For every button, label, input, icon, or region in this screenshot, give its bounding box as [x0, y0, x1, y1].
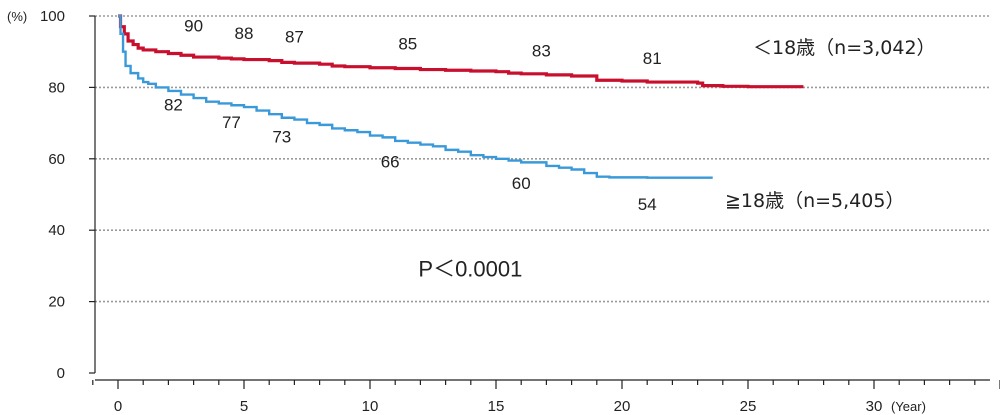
x-tick-label: 15: [488, 398, 505, 415]
y-tick-label: 60: [48, 151, 65, 168]
data-label: 60: [512, 174, 531, 193]
x-tick-label: 20: [614, 398, 631, 415]
x-tick-label: 0: [114, 398, 122, 415]
series-lines: [118, 14, 804, 179]
data-label: 83: [532, 42, 551, 61]
grid-lines: [95, 15, 990, 303]
legend-label-under-18: ＜18歳（n=3,042）: [753, 37, 936, 59]
data-label: 88: [235, 24, 254, 43]
legend-label-over-18: ≧18歳（n=5,405）: [725, 190, 904, 212]
data-label: 66: [381, 152, 400, 171]
data-label: 81: [643, 49, 662, 68]
data-label: 90: [184, 17, 203, 36]
x-tick-label: 10: [362, 398, 379, 415]
axes: 0 20 40 60 80 100 (%) 0 5 10 15 20 25 30 (Year): [7, 8, 1000, 415]
data-label: 85: [398, 35, 417, 54]
data-labels: 90 88 87 85 83 81 82 77 73 66 60 54: [164, 17, 662, 215]
y-unit-label: (%): [7, 9, 27, 24]
legend: ＜18歳（n=3,042） ≧18歳（n=5,405）: [725, 37, 936, 212]
p-value-annotation: P＜0.0001: [418, 256, 522, 281]
x-tick-label: 5: [240, 398, 248, 415]
x-tick-label: 25: [740, 398, 757, 415]
y-tick-label: 80: [48, 79, 65, 96]
series-line-under-18: [118, 14, 804, 89]
data-label: 73: [272, 127, 291, 146]
series-line-over-18: [118, 14, 713, 179]
data-label: 87: [285, 27, 304, 46]
x-unit-label: (Year): [891, 399, 926, 414]
x-tick-label: 30: [866, 398, 883, 415]
data-label: 54: [638, 195, 657, 214]
y-tick-label: 0: [57, 365, 65, 382]
y-tick-label: 100: [40, 8, 65, 25]
data-label: 77: [222, 113, 241, 132]
y-tick-label: 20: [48, 294, 65, 311]
annotations: P＜0.0001: [418, 256, 522, 281]
y-tick-label: 40: [48, 222, 65, 239]
data-label: 82: [164, 95, 183, 114]
